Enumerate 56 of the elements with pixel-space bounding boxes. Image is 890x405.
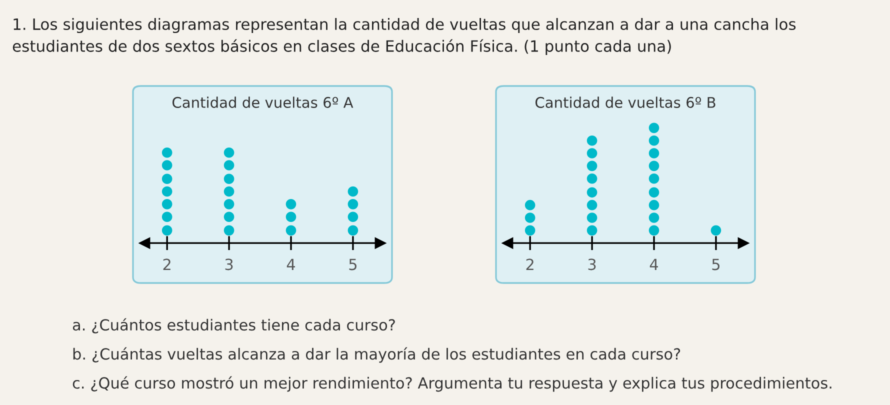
point (224, 160, 234, 170)
point (224, 212, 234, 222)
text: 1. Los siguientes diagramas representan la cantidad de vueltas que alcanzan a dar a una cancha los estudiantes de dos sextos básicos en clases de Educación Física. (1 punto cada una) (12, 18, 796, 55)
point (524, 225, 536, 236)
point (162, 199, 172, 210)
point (348, 199, 358, 210)
point (648, 148, 660, 158)
point (348, 212, 358, 222)
x-tick-label: 4 (650, 258, 658, 270)
point (524, 200, 536, 210)
point (162, 174, 172, 184)
point (162, 212, 172, 222)
text: a. ¿Cuántos estudiantes tiene cada curso? (72, 318, 395, 334)
chart-title: Cantidad de vueltas 6º B (535, 96, 716, 108)
x-tick-label: 5 (349, 258, 356, 270)
point (224, 225, 234, 236)
point (162, 225, 172, 236)
point (162, 160, 172, 170)
text: b. ¿Cuántas vueltas alcanza a dar la mayoría de los estudiantes en cada curso? (73, 347, 680, 363)
point (586, 200, 598, 210)
point (286, 199, 296, 210)
point (224, 174, 234, 184)
x-tick-label: 2 (526, 258, 534, 270)
point (286, 212, 296, 222)
point (648, 122, 660, 134)
point (648, 212, 660, 223)
text: c. ¿Qué curso mostró un mejor rendimiento? Argumenta tu respuesta y explica tus procedimientos. (72, 376, 832, 392)
point (224, 186, 234, 197)
x-tick-label: 2 (163, 258, 170, 270)
point (224, 199, 234, 210)
chart-title: Cantidad de vueltas 6º A (172, 96, 354, 108)
point (586, 148, 598, 158)
x-tick-label: 3 (588, 258, 596, 270)
point (648, 225, 660, 236)
point (224, 147, 234, 158)
point (586, 225, 598, 236)
point (648, 187, 660, 198)
point (348, 225, 358, 236)
point (648, 200, 660, 210)
point (586, 135, 598, 146)
x-tick-label: 4 (286, 258, 296, 270)
point (648, 135, 660, 146)
point (648, 160, 660, 172)
point (648, 173, 660, 184)
point (586, 173, 598, 184)
point (348, 186, 358, 197)
point (162, 186, 172, 197)
point (162, 147, 172, 158)
point (524, 212, 536, 223)
point (286, 225, 296, 236)
point (586, 187, 598, 198)
x-tick-label: 3 (225, 258, 233, 270)
point (586, 212, 598, 223)
x-tick-label: 5 (712, 258, 720, 270)
point (586, 160, 598, 172)
point (710, 225, 722, 236)
